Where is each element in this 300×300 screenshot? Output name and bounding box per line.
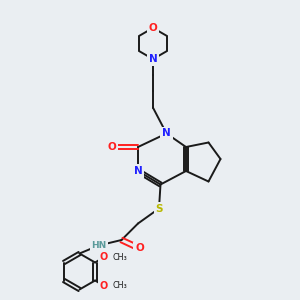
Text: O: O <box>100 281 108 291</box>
Text: O: O <box>148 23 158 33</box>
Text: O: O <box>100 252 108 262</box>
Text: O: O <box>135 243 144 254</box>
Text: N: N <box>134 166 142 176</box>
Text: N: N <box>162 128 171 139</box>
Text: HN: HN <box>92 241 106 250</box>
Text: S: S <box>155 203 163 214</box>
Text: O: O <box>107 142 116 152</box>
Text: CH₃: CH₃ <box>112 253 127 262</box>
Text: N: N <box>148 54 158 64</box>
Text: CH₃: CH₃ <box>112 281 127 290</box>
